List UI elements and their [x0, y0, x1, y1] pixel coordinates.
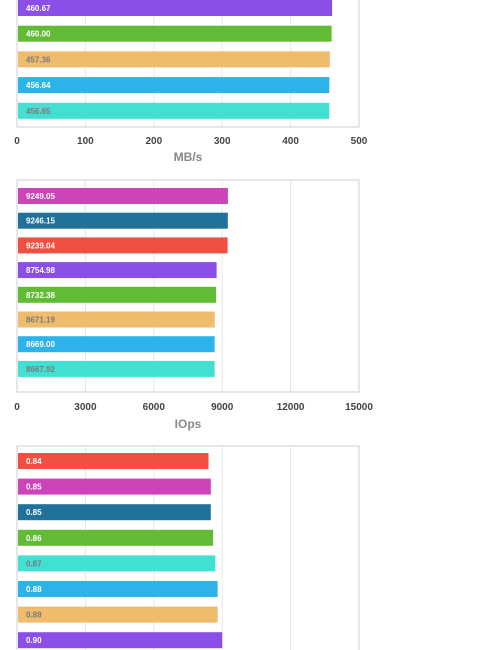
plot-frame	[16, 179, 360, 393]
x-tick-label: 6000	[143, 402, 166, 413]
bar-4	[18, 262, 217, 279]
bar-value-label: 0.87	[26, 559, 42, 568]
bar-value-label: 0.84	[26, 457, 42, 466]
bar-value-label: 0.88	[26, 585, 42, 594]
bar-3	[18, 237, 228, 254]
bar-8	[18, 360, 215, 377]
bar-6	[18, 581, 218, 597]
plot-area	[17, 180, 359, 392]
chart-2: 9249.05 9246.15 9239.04 8754.98 8732.38 8671.…	[14, 179, 373, 431]
bar-value-label: 8667.92	[26, 365, 55, 374]
chart-1: 460.67 460.00 457.36 456.64 456.65 0 100 200 300…	[14, 0, 368, 164]
bar-7	[18, 606, 218, 623]
bar-2	[18, 478, 211, 495]
x-tick-label: 0	[14, 402, 20, 413]
x-tick-label: 100	[77, 136, 94, 147]
bar-value-label: 8754.98	[26, 266, 55, 275]
bar-value-label: 8671.19	[26, 316, 55, 325]
bar-value-label: 456.64	[26, 81, 51, 90]
x-tick-label: 15000	[345, 402, 373, 413]
x-tick-label: 500	[351, 136, 368, 147]
bar-8	[18, 632, 223, 649]
bar-value-label: 0.85	[26, 483, 42, 492]
bar-1	[18, 188, 228, 204]
x-tick-label: 300	[214, 136, 231, 147]
x-tick-label: 3000	[74, 402, 97, 413]
chart-3: 0.84 0.85 0.85 0.86 0.87 0.88 0.88 0.90	[16, 445, 360, 650]
plot-frame	[16, 0, 360, 128]
x-tick-label: 400	[282, 136, 299, 147]
bar-4	[18, 77, 330, 94]
bar-value-label: 460.00	[26, 30, 51, 39]
bar-4	[18, 529, 214, 546]
bar-value-label: 9239.04	[26, 241, 55, 250]
x-tick-label: 200	[145, 136, 162, 147]
x-axis-label: MB/s	[174, 150, 203, 164]
bar-value-label: 8732.38	[26, 291, 55, 300]
bar-1	[18, 0, 333, 16]
x-axis-label: IOps	[175, 417, 202, 431]
x-tick-label: 12000	[277, 402, 305, 413]
bar-7	[18, 336, 215, 353]
bar-5	[18, 286, 217, 303]
bar-value-label: 456.65	[26, 107, 51, 116]
bar-3	[18, 51, 330, 68]
x-tick-label: 9000	[211, 402, 234, 413]
x-tick-label: 0	[14, 136, 20, 147]
bar-5	[18, 102, 330, 119]
plot-frame	[16, 445, 360, 650]
bar-5	[18, 555, 216, 572]
bar-value-label: 0.86	[26, 534, 42, 543]
bar-3	[18, 504, 211, 521]
bar-2	[18, 25, 332, 42]
bar-value-label: 9249.05	[26, 192, 55, 201]
bar-6	[18, 311, 215, 328]
bar-value-label: 457.36	[26, 55, 51, 64]
bar-value-label: 0.85	[26, 508, 42, 517]
bar-value-label: 460.67	[26, 4, 51, 13]
bar-1	[18, 453, 209, 469]
bar-value-label: 8669.00	[26, 340, 55, 349]
bar-2	[18, 212, 228, 229]
bar-value-label: 9246.15	[26, 217, 55, 226]
bar-value-label: 0.90	[26, 636, 42, 645]
bar-value-label: 0.88	[26, 611, 42, 620]
